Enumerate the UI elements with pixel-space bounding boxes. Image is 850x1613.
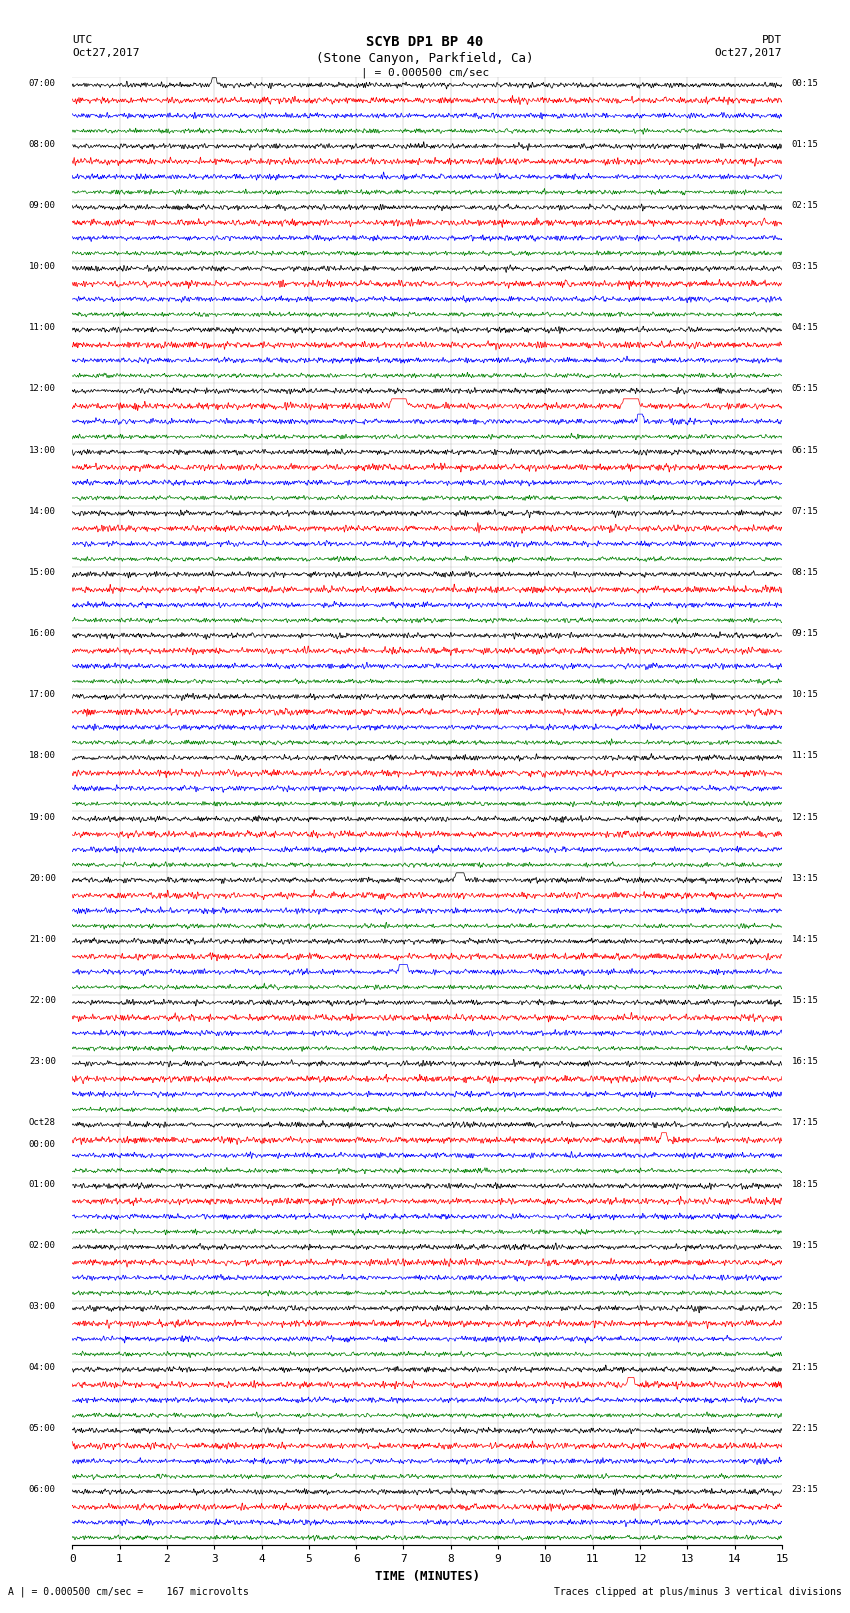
Text: 07:00: 07:00 [29, 79, 56, 87]
Text: 03:00: 03:00 [29, 1302, 56, 1311]
X-axis label: TIME (MINUTES): TIME (MINUTES) [375, 1569, 479, 1582]
Text: 06:00: 06:00 [29, 1486, 56, 1494]
Text: 15:00: 15:00 [29, 568, 56, 577]
Text: 19:00: 19:00 [29, 813, 56, 821]
Text: 12:00: 12:00 [29, 384, 56, 394]
Text: 18:15: 18:15 [791, 1179, 819, 1189]
Text: Traces clipped at plus/minus 3 vertical divisions: Traces clipped at plus/minus 3 vertical … [553, 1587, 842, 1597]
Text: PDT: PDT [762, 35, 782, 45]
Text: 01:15: 01:15 [791, 140, 819, 148]
Text: 08:15: 08:15 [791, 568, 819, 577]
Text: 10:15: 10:15 [791, 690, 819, 700]
Text: 02:15: 02:15 [791, 202, 819, 210]
Text: 12:15: 12:15 [791, 813, 819, 821]
Text: Oct27,2017: Oct27,2017 [715, 48, 782, 58]
Text: 00:15: 00:15 [791, 79, 819, 87]
Text: Oct28: Oct28 [29, 1118, 56, 1127]
Text: 03:15: 03:15 [791, 263, 819, 271]
Text: 22:15: 22:15 [791, 1424, 819, 1434]
Text: Oct27,2017: Oct27,2017 [72, 48, 139, 58]
Text: 13:15: 13:15 [791, 874, 819, 882]
Text: | = 0.000500 cm/sec: | = 0.000500 cm/sec [361, 68, 489, 79]
Text: 09:15: 09:15 [791, 629, 819, 639]
Text: 11:15: 11:15 [791, 752, 819, 760]
Text: 17:00: 17:00 [29, 690, 56, 700]
Text: (Stone Canyon, Parkfield, Ca): (Stone Canyon, Parkfield, Ca) [316, 52, 534, 65]
Text: 08:00: 08:00 [29, 140, 56, 148]
Text: 14:00: 14:00 [29, 506, 56, 516]
Text: 15:15: 15:15 [791, 997, 819, 1005]
Text: SCYB DP1 BP 40: SCYB DP1 BP 40 [366, 35, 484, 50]
Text: 23:00: 23:00 [29, 1057, 56, 1066]
Text: UTC: UTC [72, 35, 93, 45]
Text: 21:00: 21:00 [29, 936, 56, 944]
Text: 18:00: 18:00 [29, 752, 56, 760]
Text: 05:15: 05:15 [791, 384, 819, 394]
Text: 06:15: 06:15 [791, 445, 819, 455]
Text: 14:15: 14:15 [791, 936, 819, 944]
Text: 19:15: 19:15 [791, 1240, 819, 1250]
Text: 21:15: 21:15 [791, 1363, 819, 1373]
Text: 16:00: 16:00 [29, 629, 56, 639]
Text: A | = 0.000500 cm/sec =    167 microvolts: A | = 0.000500 cm/sec = 167 microvolts [8, 1586, 249, 1597]
Text: 02:00: 02:00 [29, 1240, 56, 1250]
Text: 04:00: 04:00 [29, 1363, 56, 1373]
Text: 05:00: 05:00 [29, 1424, 56, 1434]
Text: 11:00: 11:00 [29, 323, 56, 332]
Text: 20:15: 20:15 [791, 1302, 819, 1311]
Text: 23:15: 23:15 [791, 1486, 819, 1494]
Text: 17:15: 17:15 [791, 1118, 819, 1127]
Text: 10:00: 10:00 [29, 263, 56, 271]
Text: 13:00: 13:00 [29, 445, 56, 455]
Text: 22:00: 22:00 [29, 997, 56, 1005]
Text: 09:00: 09:00 [29, 202, 56, 210]
Text: 04:15: 04:15 [791, 323, 819, 332]
Text: 20:00: 20:00 [29, 874, 56, 882]
Text: 01:00: 01:00 [29, 1179, 56, 1189]
Text: 00:00: 00:00 [29, 1140, 56, 1150]
Text: 07:15: 07:15 [791, 506, 819, 516]
Text: 16:15: 16:15 [791, 1057, 819, 1066]
